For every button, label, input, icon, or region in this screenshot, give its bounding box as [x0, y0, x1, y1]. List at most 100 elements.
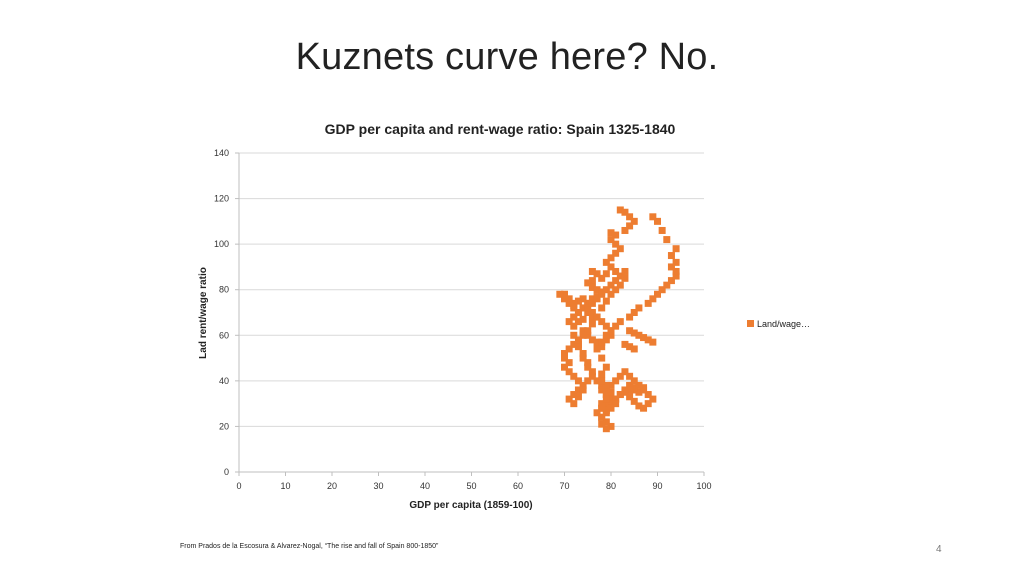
- data-point: [667, 277, 675, 285]
- data-point: [565, 345, 573, 353]
- x-tick-labels: 0 10 20 30 40 50 60 70 80 90 100: [236, 481, 711, 491]
- data-point: [561, 354, 568, 362]
- data-point: [579, 295, 587, 303]
- data-point: [584, 331, 592, 339]
- data-point: [607, 281, 615, 289]
- data-point: [574, 318, 582, 326]
- data-point: [644, 336, 652, 344]
- data-point: [612, 277, 620, 285]
- data-point: [630, 217, 638, 225]
- data-point: [602, 258, 610, 266]
- x-tick-label: 90: [652, 481, 662, 491]
- data-point: [644, 400, 652, 408]
- data-point: [593, 286, 601, 294]
- data-point: [635, 388, 643, 396]
- data-point: [579, 304, 587, 312]
- data-point: [663, 281, 671, 289]
- data-point: [588, 309, 596, 316]
- data-point: [672, 245, 680, 253]
- data-point: [598, 404, 606, 412]
- x-tick-label: 70: [559, 481, 569, 491]
- data-point: [635, 402, 643, 410]
- data-point: [607, 236, 615, 244]
- x-tick-label: 60: [513, 481, 523, 491]
- data-point: [593, 345, 601, 353]
- data-point: [644, 391, 652, 399]
- data-point: [672, 258, 680, 266]
- data-point: [612, 322, 620, 330]
- data-point: [602, 297, 610, 305]
- data-point: [593, 313, 601, 321]
- data-point: [588, 368, 596, 376]
- data-point: [588, 320, 596, 328]
- data-point: [570, 391, 578, 399]
- legend-label: Land/wage…: [757, 319, 810, 329]
- y-tick-label: 0: [224, 467, 229, 477]
- data-point: [570, 372, 578, 380]
- data-point: [565, 395, 573, 403]
- data-point: [579, 386, 587, 394]
- data-point: [635, 381, 643, 389]
- data-point: [607, 327, 615, 335]
- data-point: [612, 231, 620, 239]
- data-point: [649, 338, 657, 346]
- data-point: [561, 350, 568, 358]
- data-point: [593, 377, 601, 385]
- data-point: [565, 318, 573, 326]
- data-point: [593, 409, 601, 417]
- data-point: [593, 270, 601, 278]
- data-point: [626, 386, 634, 394]
- legend: Land/wage…: [747, 319, 810, 329]
- data-point: [626, 381, 634, 389]
- data-point: [607, 254, 615, 262]
- data-point: [570, 302, 578, 310]
- data-point: [574, 393, 582, 401]
- data-point: [654, 217, 661, 225]
- data-point: [598, 370, 606, 378]
- data-point: [621, 267, 629, 275]
- data-point: [607, 388, 615, 396]
- data-point: [612, 400, 620, 408]
- y-tick-label: 140: [214, 148, 229, 158]
- data-point: [598, 318, 606, 326]
- data-point: [565, 368, 573, 376]
- data-point: [579, 381, 587, 389]
- x-tick-label: 100: [696, 481, 711, 491]
- source-citation: From Prados de la Escosura & Alvarez-Nog…: [180, 543, 439, 550]
- data-point: [602, 425, 610, 433]
- y-tick-label: 40: [219, 376, 229, 386]
- data-point: [602, 418, 610, 426]
- data-point: [561, 363, 568, 371]
- data-point: [607, 229, 615, 237]
- data-point: [588, 277, 596, 285]
- data-point: [612, 267, 620, 275]
- data-point: [621, 368, 629, 376]
- data-point: [598, 290, 606, 298]
- data-point: [579, 327, 587, 335]
- data-point: [649, 395, 657, 403]
- data-point: [598, 274, 606, 282]
- data-point: [565, 299, 573, 307]
- x-tick-label: 30: [373, 481, 383, 491]
- data-point: [584, 299, 592, 307]
- data-point: [616, 372, 624, 380]
- data-point: [630, 384, 638, 392]
- data-point: [565, 295, 573, 303]
- data-point: [626, 372, 634, 380]
- data-point: [663, 236, 671, 244]
- x-axis-label: GDP per capita (1859-100): [409, 500, 532, 511]
- data-point: [607, 381, 615, 389]
- x-tick-label: 80: [606, 481, 616, 491]
- data-point: [621, 388, 629, 396]
- data-point: [579, 315, 587, 323]
- data-point: [630, 329, 638, 337]
- data-point: [561, 295, 568, 303]
- data-point: [630, 397, 638, 405]
- y-tick-label: 20: [219, 421, 229, 431]
- data-point: [602, 409, 610, 417]
- data-point: [612, 395, 620, 403]
- data-point: [602, 331, 610, 339]
- data-point: [598, 304, 606, 312]
- data-point: [570, 340, 578, 348]
